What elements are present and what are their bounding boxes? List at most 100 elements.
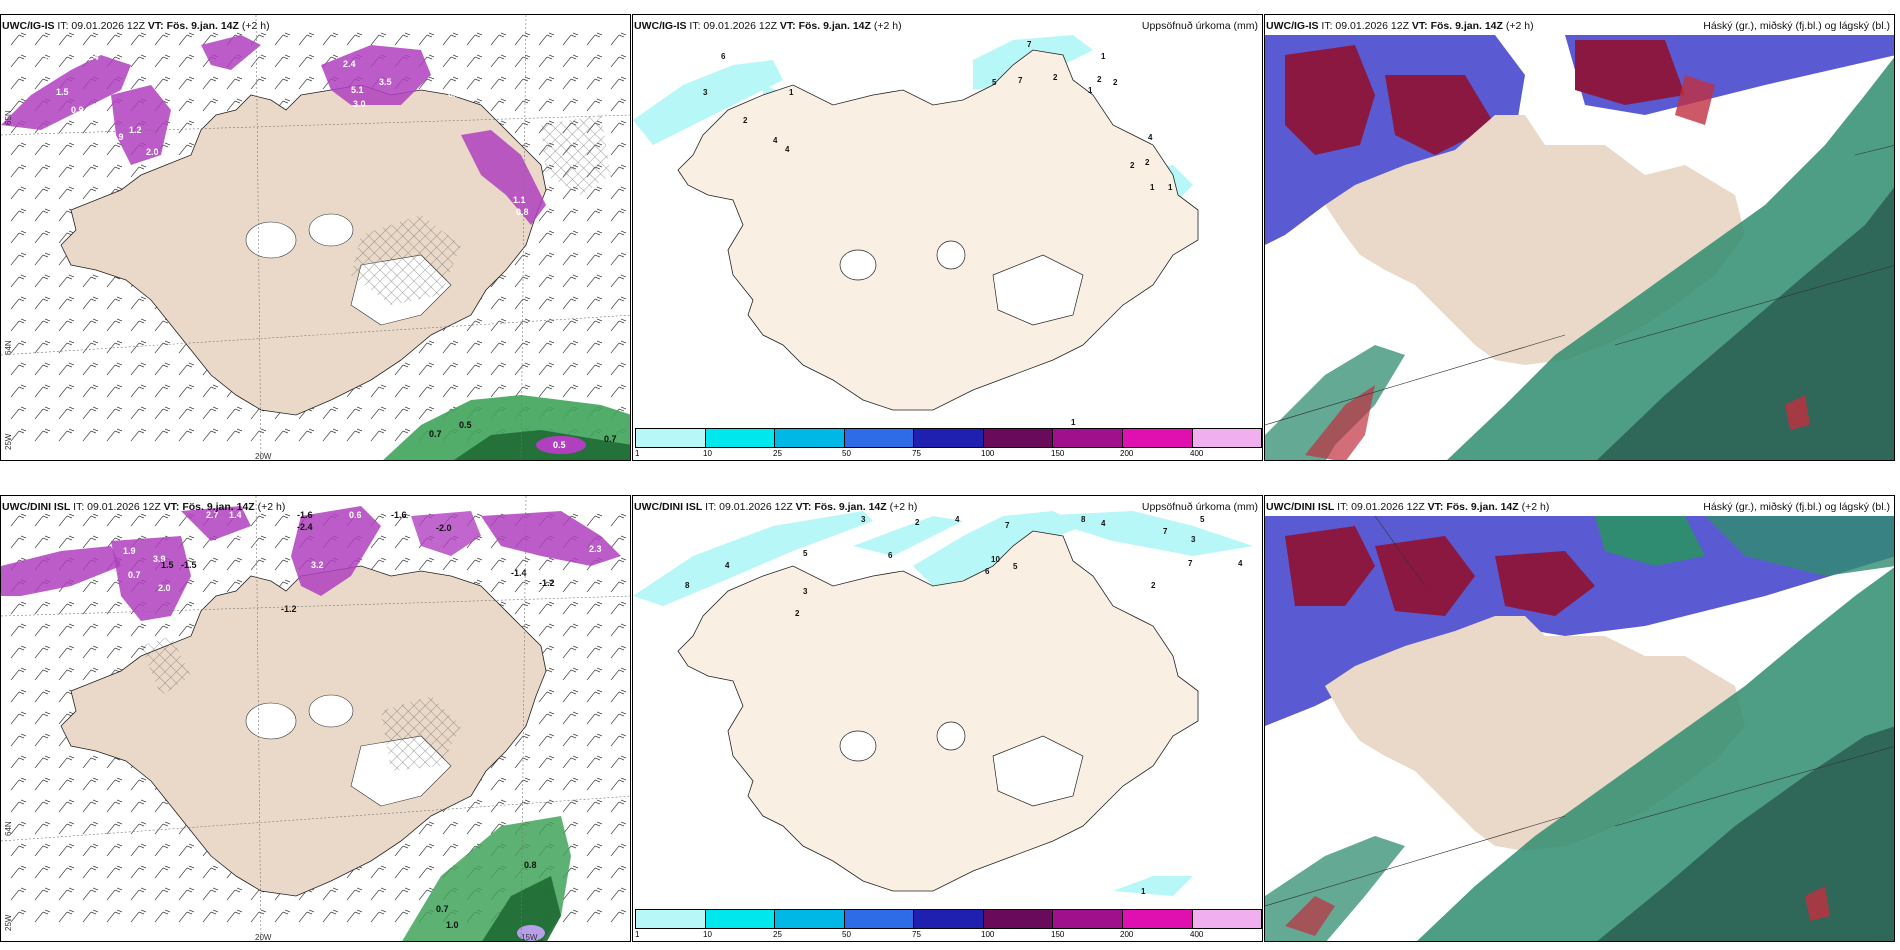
wind-barb (394, 384, 411, 398)
wind-barb (82, 164, 99, 178)
wind-barb (202, 909, 219, 923)
wind-barb (610, 579, 627, 593)
wind-barb (298, 76, 315, 90)
wind-barb (562, 252, 579, 266)
wind-barb (178, 406, 195, 420)
wind-barb (586, 252, 603, 266)
wind-barb (82, 535, 99, 549)
wind-barb (82, 777, 99, 791)
wind-barb (58, 755, 75, 769)
wind-barb (10, 98, 27, 112)
wind-barb (34, 887, 51, 901)
wind-barb (586, 711, 603, 725)
wind-barb (586, 186, 603, 200)
wind-barb (178, 601, 195, 615)
wind-barb (82, 32, 99, 46)
svg-text:0.8: 0.8 (516, 207, 529, 217)
wind-barb (586, 208, 603, 222)
wind-barb (10, 601, 27, 615)
wind-barb (346, 428, 363, 442)
wind-barb (586, 733, 603, 747)
wind-barb (586, 777, 603, 791)
wind-barb (106, 623, 123, 637)
wind-barb (34, 406, 51, 420)
wind-barb (610, 98, 627, 112)
wind-barb (538, 252, 555, 266)
wind-barb (58, 667, 75, 681)
wind-barb (586, 843, 603, 857)
wind-barb (562, 362, 579, 376)
wind-barb (418, 32, 435, 46)
wind-barb (490, 384, 507, 398)
map-panel-clouds-row2: UWC/DINI ISL IT: 09.01.2026 12Z VT: Fös.… (1264, 495, 1895, 942)
svg-text:0.6: 0.6 (349, 510, 362, 520)
wind-barb (130, 54, 147, 68)
wind-barb (10, 384, 27, 398)
wind-barb (106, 887, 123, 901)
wind-barb (82, 406, 99, 420)
svg-text:1: 1 (1088, 86, 1093, 95)
wind-barb (514, 733, 531, 747)
svg-text:2: 2 (1097, 75, 1102, 84)
wind-barb (82, 428, 99, 442)
wind-barb (202, 32, 219, 46)
svg-text:2.0: 2.0 (146, 147, 159, 157)
wind-barb (538, 32, 555, 46)
wind-barb (442, 340, 459, 354)
wind-barb (226, 909, 243, 923)
wind-barb (10, 362, 27, 376)
wind-barb (418, 76, 435, 90)
wind-barb (514, 296, 531, 310)
wind-barb (10, 296, 27, 310)
wind-barb (226, 406, 243, 420)
wind-barb (202, 406, 219, 420)
svg-text:0.7: 0.7 (128, 570, 141, 580)
wind-barb (586, 318, 603, 332)
wind-barb (514, 252, 531, 266)
wind-barb (586, 340, 603, 354)
wind-barb (586, 76, 603, 90)
wind-barb (346, 32, 363, 46)
temperature-labels: 0.8 2.4 1.5 0.9 1.2 1.9 2.0 2.4 3.5 5.1 … (45, 52, 529, 217)
wind-barb (106, 142, 123, 156)
wind-barb (562, 645, 579, 659)
wind-barb (490, 318, 507, 332)
wind-barb (610, 384, 627, 398)
svg-text:1.5: 1.5 (56, 87, 69, 97)
wind-barb (322, 406, 339, 420)
wind-barb (58, 32, 75, 46)
wind-barb (10, 799, 27, 813)
wind-barb (154, 32, 171, 46)
wind-barb (394, 909, 411, 923)
wind-barb (586, 274, 603, 288)
wind-barb (82, 318, 99, 332)
wind-barb (10, 645, 27, 659)
svg-text:-1.2: -1.2 (539, 578, 555, 588)
wind-barb (106, 362, 123, 376)
panel-title: UWC/DINI ISL IT: 09.01.2026 12Z VT: Fös.… (1266, 501, 1550, 513)
wind-barb (130, 318, 147, 332)
wind-barb (106, 318, 123, 332)
wind-barb (10, 164, 27, 178)
wind-barb (106, 340, 123, 354)
temperature-labels: 2.7 1.4 4.1 0.6 1.9 3.9 2.0 0.7 3.2 2.3 (123, 510, 602, 593)
wind-barb (10, 689, 27, 703)
svg-text:4: 4 (1238, 559, 1243, 568)
wind-barb (394, 557, 411, 571)
svg-text:4: 4 (1148, 133, 1153, 142)
wind-barb (418, 557, 435, 571)
svg-text:2: 2 (743, 116, 748, 125)
wind-barb (34, 645, 51, 659)
wind-barb (58, 645, 75, 659)
wind-barb (610, 164, 627, 178)
panel-field-label: Uppsöfnuð úrkoma (mm) (1141, 20, 1258, 32)
wind-barb (226, 535, 243, 549)
wind-barb (586, 799, 603, 813)
wind-barb (58, 799, 75, 813)
wind-barb (34, 252, 51, 266)
wind-barb (610, 689, 627, 703)
wind-barb (106, 909, 123, 923)
wind-barb (82, 362, 99, 376)
wind-barb (10, 208, 27, 222)
wind-barb (58, 186, 75, 200)
